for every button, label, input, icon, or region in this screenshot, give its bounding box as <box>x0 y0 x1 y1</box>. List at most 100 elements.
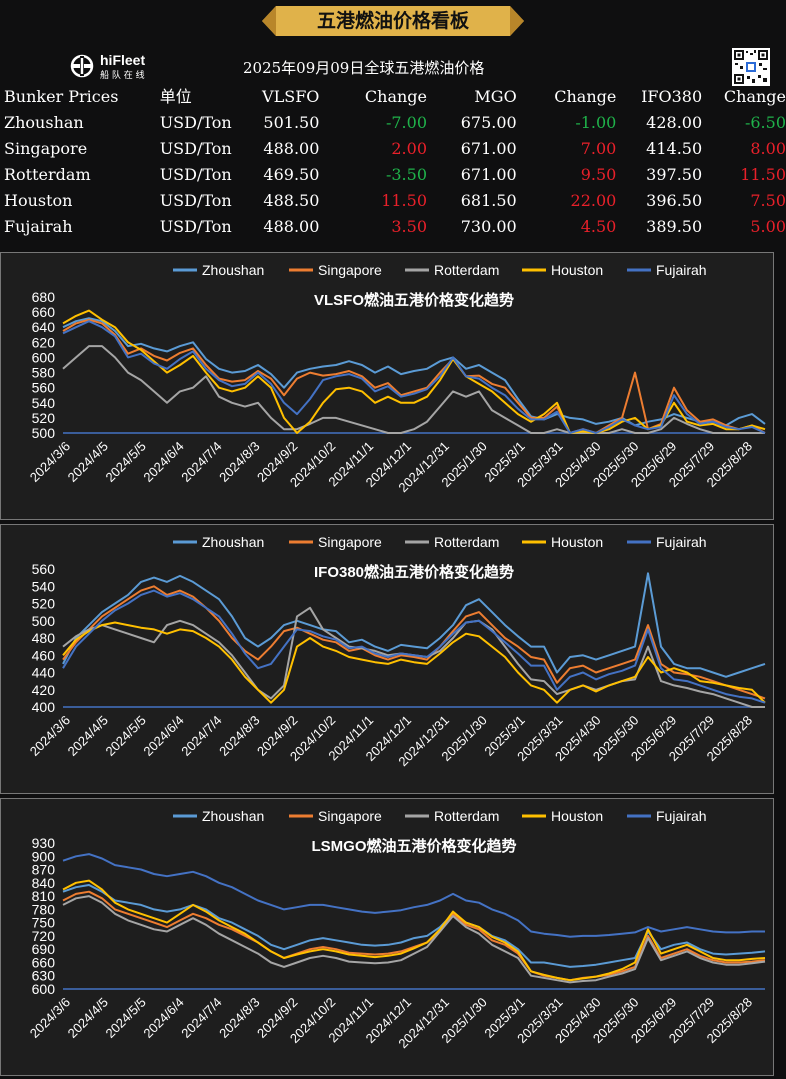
y-tick-label: 560 <box>32 380 56 396</box>
y-tick-label: 500 <box>32 613 56 629</box>
legend-label: Singapore <box>318 262 382 278</box>
header-cell: 单位 <box>159 87 192 106</box>
port-cell: Rotterdam <box>4 165 91 184</box>
title-banner <box>262 6 524 36</box>
vlsfo-price-cell: 488.00 <box>263 217 320 236</box>
vlsfo-change-cell: 2.00 <box>391 139 427 158</box>
series-line-fujairah <box>62 589 766 704</box>
series-line-fujairah <box>62 320 766 434</box>
legend-label: Fujairah <box>656 534 707 550</box>
y-tick-label: 420 <box>32 682 56 698</box>
ifo380-price-cell: 389.50 <box>646 217 703 236</box>
y-tick-label: 690 <box>32 941 56 957</box>
vlsfo-chart: Zhoushan Singapore Rotterdam Houston Fujaira… <box>27 262 766 495</box>
legend-label: Rotterdam <box>434 808 499 824</box>
mgo-price-cell: 675.00 <box>460 113 517 132</box>
series-line-zhoushan <box>62 317 766 427</box>
unit-cell: USD/Ton <box>159 113 232 132</box>
ifo380-change-cell: 11.50 <box>740 165 786 184</box>
ifo380-price-cell: 396.50 <box>646 191 703 210</box>
header-cell: MGO <box>474 87 517 106</box>
legend-label: Houston <box>551 534 603 550</box>
chart-title: IFO380燃油五港价格变化趋势 <box>314 563 514 581</box>
y-tick-label: 560 <box>32 561 56 577</box>
vlsfo-price-cell: 469.50 <box>263 165 320 184</box>
logo-text: hiFleet <box>100 52 146 68</box>
table-row: Houston USD/Ton 488.50 11.50 681.50 22.00 396.… <box>0 188 786 214</box>
ifo380-change-cell: 5.00 <box>750 217 786 236</box>
legend-label: Singapore <box>318 808 382 824</box>
y-tick-label: 630 <box>32 968 56 984</box>
banner-shape <box>262 6 524 36</box>
table-header-row: Bunker Prices 单位 VLSFO Change MGO Change… <box>0 84 786 110</box>
x-tick-label: 2024/3/6 <box>27 995 73 1041</box>
legend-label: Zhoushan <box>202 534 264 550</box>
x-tick-label: 2024/4/5 <box>65 439 111 485</box>
legend-label: Zhoushan <box>202 808 264 824</box>
mgo-price-cell: 671.00 <box>460 139 517 158</box>
y-tick-label: 840 <box>32 875 56 891</box>
mgo-change-cell: 22.00 <box>570 191 617 210</box>
x-tick-label: 2024/3/6 <box>27 713 73 759</box>
banner-right-notch <box>510 6 524 36</box>
series-line-singapore <box>62 318 766 434</box>
y-tick-label: 660 <box>32 304 56 320</box>
x-tick-label: 2024/5/5 <box>103 439 149 485</box>
y-tick-label: 810 <box>32 888 56 904</box>
x-tick-label: 2024/8/3 <box>216 439 262 485</box>
series-line-fujairah <box>62 853 765 938</box>
y-tick-label: 520 <box>32 596 56 612</box>
y-tick-label: 660 <box>32 954 56 970</box>
subtitle: 2025年09月09日全球五港燃油价格 <box>243 59 485 77</box>
mgo-change-cell: 7.00 <box>580 139 617 158</box>
ifo380-chart-panel: Zhoushan Singapore Rotterdam Houston Fujaira… <box>0 524 774 794</box>
header-cell: Change <box>723 87 786 106</box>
y-tick-label: 900 <box>32 848 56 864</box>
y-tick-label: 460 <box>32 647 56 663</box>
y-tick-label: 600 <box>32 349 56 365</box>
vlsfo-change-cell: -3.50 <box>385 165 427 184</box>
y-tick-label: 930 <box>32 835 56 851</box>
mgo-change-cell: -1.00 <box>575 113 617 132</box>
price-table: Bunker Prices 单位 VLSFO Change MGO Change… <box>0 84 786 240</box>
mgo-change-cell: 4.50 <box>580 217 617 236</box>
x-tick-label: 2024/7/4 <box>178 995 224 1041</box>
x-tick-label: 2024/6/4 <box>140 995 186 1041</box>
legend-label: Rotterdam <box>434 262 499 278</box>
banner-left-notch <box>262 6 276 36</box>
unit-cell: USD/Ton <box>159 165 232 184</box>
x-tick-label: 2024/8/3 <box>216 995 262 1041</box>
ifo380-price-cell: 414.50 <box>646 139 703 158</box>
x-tick-label: 2024/5/5 <box>103 713 149 759</box>
y-tick-label: 680 <box>32 289 56 305</box>
mgo-price-cell: 671.00 <box>460 165 517 184</box>
y-tick-label: 480 <box>32 630 56 646</box>
table-row: Zhoushan USD/Ton 501.50 -7.00 675.00 -1.00 428… <box>0 110 786 136</box>
vlsfo-chart-panel: Zhoushan Singapore Rotterdam Houston Fujaira… <box>0 252 774 520</box>
ifo380-chart: Zhoushan Singapore Rotterdam Houston Fujaira… <box>27 534 766 769</box>
y-tick-label: 620 <box>32 334 56 350</box>
chart-title: VLSFO燃油五港价格变化趋势 <box>314 291 514 309</box>
series-line-singapore <box>62 585 766 700</box>
series-line-zhoushan <box>62 572 766 678</box>
port-cell: Singapore <box>4 139 88 158</box>
y-tick-label: 400 <box>32 699 56 715</box>
port-cell: Fujairah <box>4 217 73 236</box>
ifo380-price-cell: 397.50 <box>646 165 703 184</box>
legend-label: Fujairah <box>656 262 707 278</box>
y-tick-label: 640 <box>32 319 56 335</box>
series-line-rotterdam <box>62 345 765 434</box>
lsmgo-chart: Zhoushan Singapore Rotterdam Houston Fujaira… <box>27 808 766 1051</box>
mgo-price-cell: 681.50 <box>460 191 517 210</box>
qr-code-icon <box>732 48 770 86</box>
unit-cell: USD/Ton <box>159 139 232 158</box>
y-tick-label: 720 <box>32 928 56 944</box>
x-tick-label: 2024/6/4 <box>140 713 186 759</box>
legend-label: Houston <box>551 262 603 278</box>
legend-label: Houston <box>551 808 603 824</box>
ifo380-change-cell: -6.50 <box>744 113 786 132</box>
port-cell: Zhoushan <box>4 113 84 132</box>
series-line-houston <box>62 879 766 982</box>
y-tick-label: 580 <box>32 365 56 381</box>
y-tick-label: 600 <box>32 981 56 997</box>
